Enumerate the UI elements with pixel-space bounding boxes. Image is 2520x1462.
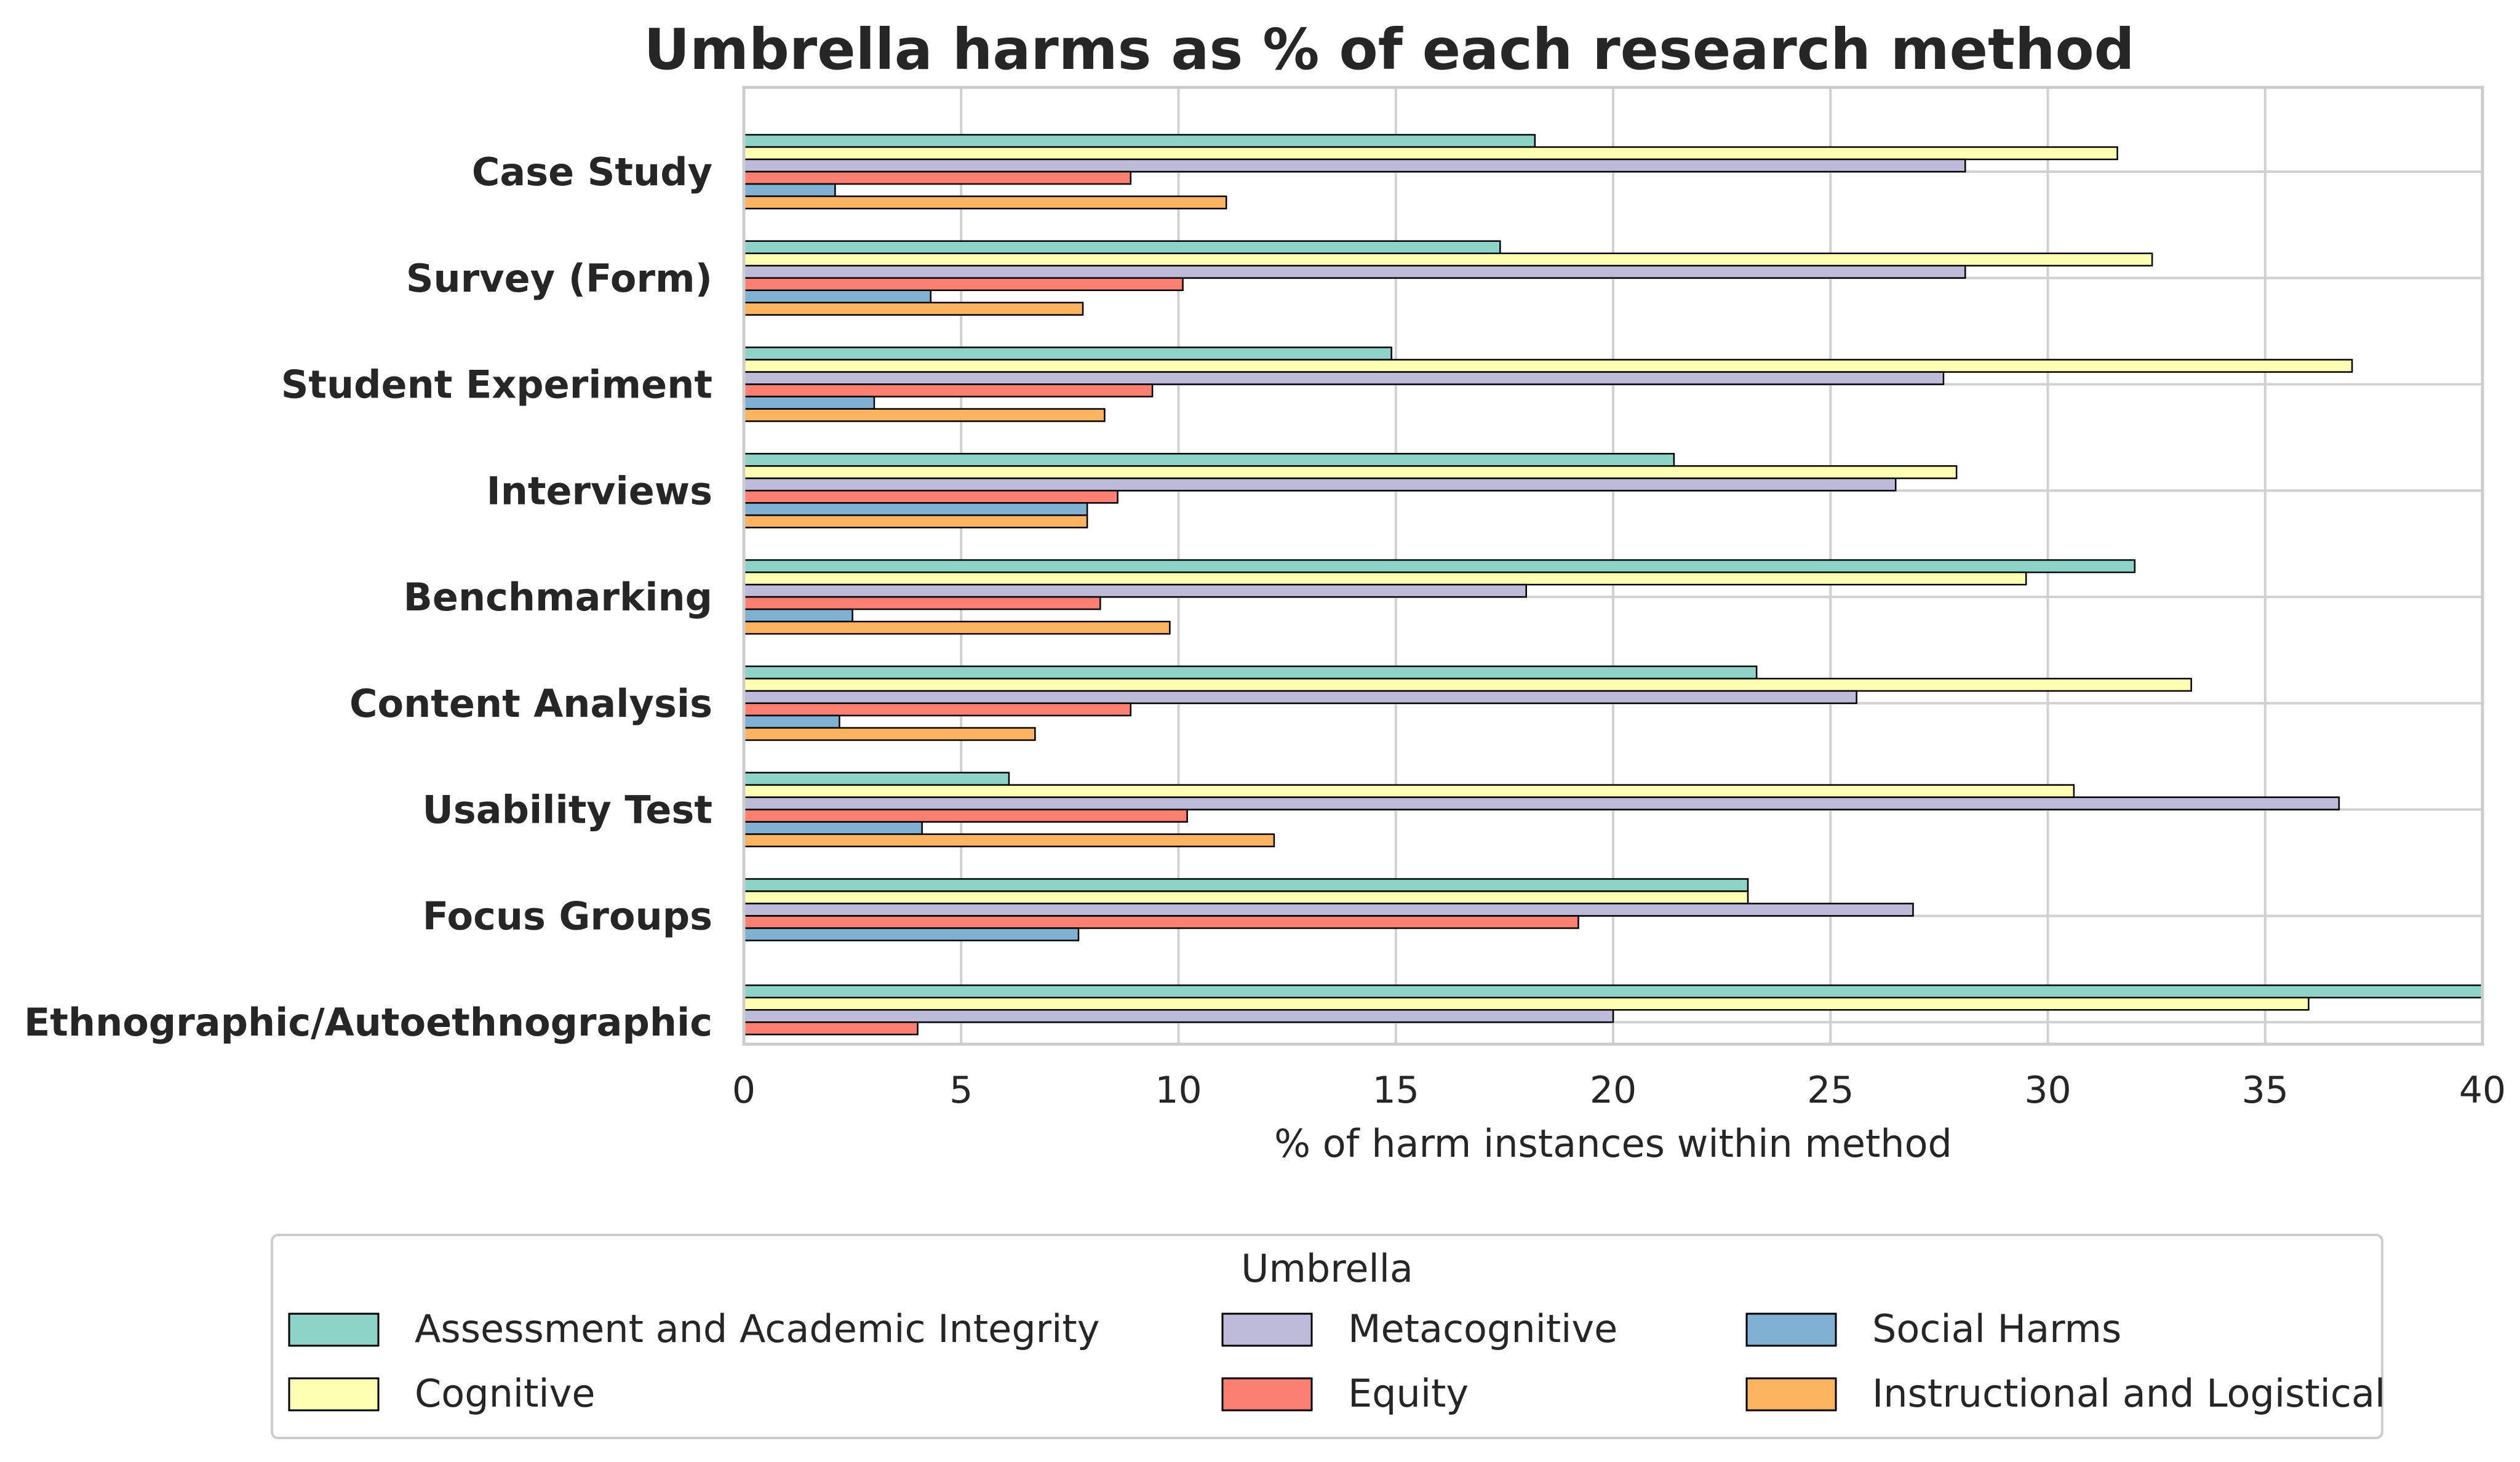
- bar: [743, 383, 1154, 397]
- x-tick-label: 30: [2024, 1069, 2071, 1112]
- bar: [743, 784, 2075, 798]
- y-tick-label: Usability Test: [422, 788, 712, 833]
- y-tick-label: Interviews: [487, 468, 712, 513]
- bar: [743, 1009, 1614, 1023]
- bar: [743, 772, 1010, 786]
- bar: [743, 134, 1536, 148]
- bar: [743, 809, 1188, 823]
- bar: [743, 996, 2310, 1011]
- y-tick-label: Ethnographic/Autoethnographic: [24, 1000, 712, 1045]
- bar: [743, 583, 1527, 598]
- bar: [743, 359, 2353, 373]
- x-tick-label: 20: [1590, 1069, 1637, 1112]
- legend-label: Equity: [1348, 1371, 1469, 1416]
- legend-label: Social Harms: [1872, 1306, 2121, 1351]
- bar: [743, 490, 1118, 504]
- x-tick-label: 10: [1155, 1069, 1202, 1112]
- bar: [743, 559, 2136, 573]
- bar: [743, 170, 1132, 185]
- bar: [743, 1021, 919, 1036]
- bar: [743, 514, 1088, 529]
- bars: [743, 134, 2484, 1036]
- legend-label: Instructional and Logistical: [1872, 1371, 2385, 1416]
- bar: [743, 903, 1914, 917]
- bar: [743, 265, 1966, 279]
- y-tick-label: Content Analysis: [349, 681, 712, 726]
- x-tick-label: 35: [2242, 1069, 2289, 1112]
- legend-swatch: [1221, 1312, 1313, 1347]
- bar: [743, 371, 1945, 385]
- x-axis-label: % of harm instances within method: [1274, 1121, 1952, 1166]
- bar: [743, 408, 1106, 422]
- bar: [743, 502, 1088, 516]
- y-tick-label: Case Study: [472, 150, 712, 194]
- bar: [743, 195, 1227, 210]
- bar: [743, 690, 1857, 705]
- bar: [743, 252, 2153, 267]
- x-tick-labels: 0 5 10 15 20 25 30 35 40: [732, 1069, 2506, 1112]
- bar: [743, 821, 923, 835]
- bar: [743, 608, 853, 623]
- x-tick-label: 25: [1807, 1069, 1854, 1112]
- bar: [743, 146, 2118, 161]
- bar: [743, 396, 875, 410]
- legend-swatch: [288, 1312, 380, 1347]
- legend-items: Assessment and Academic Integrity Cogniti…: [288, 1306, 2385, 1416]
- legend-swatch: [288, 1377, 380, 1412]
- bar: [743, 702, 1132, 717]
- legend-swatch: [1745, 1312, 1837, 1347]
- y-tick-label: Benchmarking: [404, 575, 712, 620]
- bar: [743, 289, 932, 304]
- bar: [743, 158, 1966, 173]
- bar: [743, 665, 1758, 680]
- bar: [743, 465, 1958, 479]
- bar: [743, 833, 1275, 847]
- bar: [743, 620, 1171, 635]
- bar: [743, 878, 1749, 892]
- bar: [743, 240, 1501, 255]
- bar: [743, 727, 1036, 741]
- x-tick-label: 15: [1373, 1069, 1419, 1112]
- bar: [743, 796, 2340, 810]
- bar: [743, 346, 1392, 361]
- bar: [743, 984, 2484, 999]
- bar: [743, 302, 1084, 316]
- x-tick-label: 40: [2459, 1069, 2506, 1112]
- plot-frame: [742, 86, 2484, 1046]
- bar: [743, 677, 2192, 692]
- bar: [743, 183, 836, 198]
- x-tick-label: 0: [732, 1069, 756, 1112]
- bar: [743, 714, 840, 729]
- bar: [743, 453, 1675, 467]
- legend-swatch: [1221, 1377, 1313, 1412]
- x-tick-label: 5: [949, 1069, 973, 1112]
- bar: [743, 915, 1579, 929]
- y-tick-label: Focus Groups: [423, 893, 712, 938]
- y-tick-label: Student Experiment: [281, 362, 712, 407]
- bar: [743, 277, 1184, 292]
- bar: [743, 477, 1897, 492]
- legend-swatch: [1745, 1377, 1837, 1412]
- y-tick-label: Survey (Form): [406, 256, 712, 301]
- legend: Umbrella Assessment and Academic Integri…: [271, 1234, 2385, 1439]
- legend-label: Cognitive: [415, 1371, 595, 1416]
- chart-title: Umbrella harms as % of each research met…: [644, 17, 2134, 82]
- legend-label: Assessment and Academic Integrity: [415, 1306, 1099, 1351]
- legend-label: Metacognitive: [1348, 1306, 1617, 1351]
- y-tick-labels: Case Study Survey (Form) Student Experimen…: [24, 150, 712, 1045]
- bar: [743, 571, 2027, 586]
- bar: [743, 927, 1080, 941]
- bar: [743, 596, 1101, 610]
- legend-frame: [271, 1234, 2383, 1439]
- bar: [743, 890, 1749, 905]
- legend-title: Umbrella: [1241, 1246, 1413, 1291]
